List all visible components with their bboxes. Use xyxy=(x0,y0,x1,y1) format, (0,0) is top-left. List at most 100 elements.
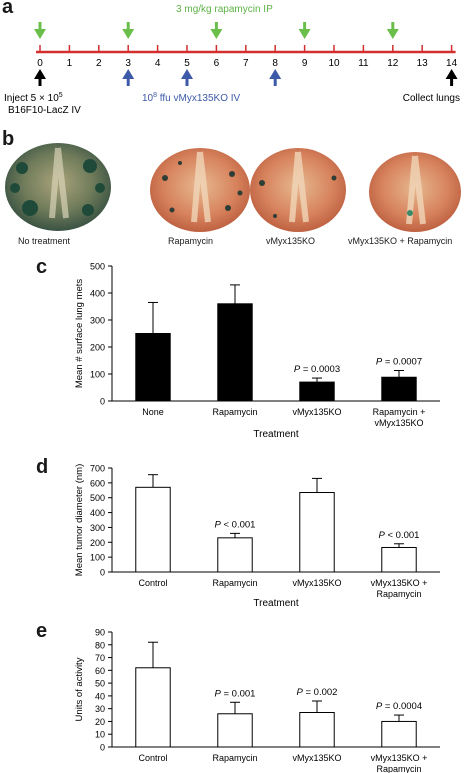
arrow-head xyxy=(210,29,223,39)
caption-rapamycin: Rapamycin xyxy=(168,236,214,246)
bar xyxy=(135,667,171,748)
timeline-svg: 0 1 2 3 4 5 6 7 8 9 10 11 12 13 143 mg/kg rapamycin IP… xyxy=(4,4,460,116)
category-label: vMyx135KO + xyxy=(371,578,428,588)
bar xyxy=(217,303,253,402)
lung-image-no-treatment xyxy=(5,143,111,231)
timeline-tick-label: 8 xyxy=(272,58,278,69)
category-label: vMyx135KO xyxy=(292,407,341,417)
p-symbol: P xyxy=(297,687,304,698)
y-tick-label: 300 xyxy=(90,316,105,326)
panel-a-label: a xyxy=(2,0,14,18)
timeline-tick-label: 6 xyxy=(214,58,220,69)
p-rest: < 0.001 xyxy=(385,530,420,541)
black-arrow-icon xyxy=(445,69,458,86)
category-label: vMyx135KO xyxy=(292,753,341,763)
p-symbol: P xyxy=(215,519,222,530)
bar xyxy=(217,713,253,748)
timeline-tick-label: 11 xyxy=(358,58,369,69)
p-symbol: P xyxy=(294,364,301,375)
arrow-head xyxy=(122,29,135,39)
lung-image-rapamycin xyxy=(150,148,250,232)
virus-sup: 8 xyxy=(153,92,157,99)
timeline-tick-label: 1 xyxy=(67,58,73,69)
p-value-label: P = 0.0003 xyxy=(294,364,340,375)
y-tick-label: 600 xyxy=(90,478,105,488)
category-label: Rapamycin + xyxy=(373,407,426,417)
inject-label-line1: Inject 5 × 105 xyxy=(4,92,63,104)
green-arrow-icon xyxy=(210,22,223,39)
bar xyxy=(135,333,171,402)
category-label: Control xyxy=(138,578,167,588)
category-label: Rapamycin xyxy=(212,407,257,417)
bar xyxy=(299,492,335,573)
blue-arrow-icon xyxy=(269,69,282,86)
y-tick-label: 200 xyxy=(90,343,105,353)
x-axis-label: Treatment xyxy=(253,429,298,438)
category-label: vMyx135KO + xyxy=(371,753,428,763)
bar xyxy=(135,486,171,573)
chart-c: 0 100 200 300 400 500 None Rapamycin vMyx135KO P … xyxy=(74,262,440,438)
category-label: None xyxy=(142,407,164,417)
p-value-label: P < 0.001 xyxy=(379,530,420,541)
timeline-tick-label: 13 xyxy=(417,58,429,69)
y-tick-label: 0 xyxy=(100,743,105,753)
arrow-head xyxy=(298,29,311,39)
y-tick-label: 300 xyxy=(90,523,105,533)
timeline-tick-label: 0 xyxy=(37,58,43,69)
y-tick-label: 90 xyxy=(95,628,105,638)
p-rest: = 0.0007 xyxy=(382,356,422,367)
bar xyxy=(299,381,335,402)
bar xyxy=(381,720,417,748)
y-tick-label: 700 xyxy=(90,464,105,474)
timeline-tick-label: 5 xyxy=(184,58,190,69)
bar xyxy=(381,546,417,573)
lung-image-vmyx135ko xyxy=(250,148,346,232)
timeline-tick-label: 2 xyxy=(96,58,102,69)
y-tick-label: 40 xyxy=(95,691,105,701)
panel-b-label: b xyxy=(2,128,15,150)
arrow-head xyxy=(34,29,46,39)
bar xyxy=(381,376,417,402)
arrow-head xyxy=(34,69,46,79)
inject-label-line2: B16F10-LacZ IV xyxy=(8,105,81,116)
lung-images xyxy=(5,143,461,232)
p-rest: = 0.0003 xyxy=(300,364,340,375)
timeline-tick-label: 10 xyxy=(328,58,340,69)
p-symbol: P xyxy=(376,701,383,712)
p-value-label: P = 0.0007 xyxy=(376,356,422,367)
lung-image-combination xyxy=(369,152,461,232)
p-symbol: P xyxy=(379,530,386,541)
arrow-head xyxy=(269,69,282,79)
timeline-tick-label: 7 xyxy=(243,58,249,69)
p-rest: < 0.001 xyxy=(221,519,256,530)
chart-d: 0 100 200 300 400 500 600 700 Control Rapamycin P … xyxy=(74,464,440,609)
timeline-tick-label: 14 xyxy=(446,58,458,69)
caption-vmyx135ko: vMyx135KO xyxy=(266,236,316,246)
y-axis-label: Mean # surface lung mets xyxy=(74,279,85,389)
y-tick-label: 80 xyxy=(95,640,105,650)
virus-rest: ffu vMyx135KO IV xyxy=(157,93,241,104)
panel-e-label: e xyxy=(36,620,48,642)
category-label: vMyx135KO xyxy=(374,418,423,428)
y-tick-label: 10 xyxy=(95,730,105,740)
green-arrow-icon xyxy=(34,22,46,39)
y-tick-label: 0 xyxy=(100,568,105,578)
blue-arrow-icon xyxy=(181,69,193,86)
p-rest: = 0.0004 xyxy=(382,701,422,712)
y-axis-label: Units of activity xyxy=(74,657,85,721)
collect-label: Collect lungs xyxy=(403,93,460,104)
category-label: Rapamycin xyxy=(376,764,421,773)
p-value-label: P = 0.001 xyxy=(215,688,256,699)
y-tick-label: 30 xyxy=(95,704,105,714)
green-arrow-icon xyxy=(386,22,399,39)
y-tick-label: 50 xyxy=(95,679,105,689)
caption-combination: vMyx135KO + Rapamycin xyxy=(348,236,453,246)
arrow-head xyxy=(386,29,399,39)
bar xyxy=(299,712,335,748)
y-tick-label: 70 xyxy=(95,653,105,663)
panel-c-label: c xyxy=(36,256,48,278)
y-tick-label: 60 xyxy=(95,666,105,676)
y-tick-label: 100 xyxy=(90,370,105,380)
green-arrow-icon xyxy=(298,22,311,39)
y-tick-label: 100 xyxy=(90,553,105,563)
